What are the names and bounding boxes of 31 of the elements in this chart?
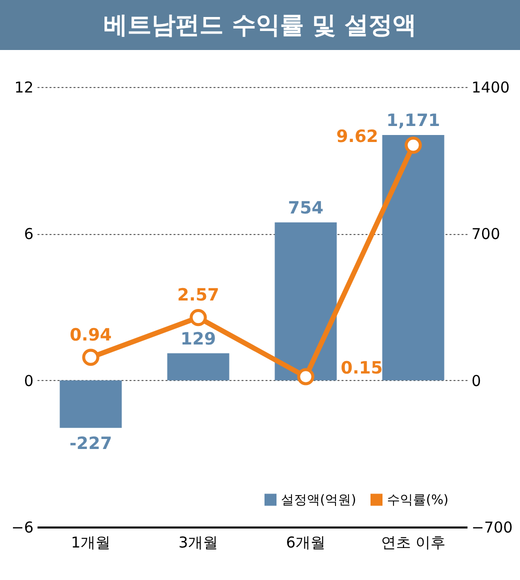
x-tick-label: 6개월	[286, 534, 326, 552]
bar	[274, 222, 337, 380]
point	[297, 368, 314, 386]
y2-tick-label: 700	[472, 225, 500, 244]
data-label: 129	[180, 329, 216, 350]
legend-label: 설정액(억원)	[281, 492, 356, 508]
point	[190, 308, 207, 326]
data-label: -227	[69, 434, 112, 454]
chart-title: 베트남펀드 수익률 및 설정액	[0, 0, 520, 50]
bar	[60, 380, 122, 428]
data-label: 0.94	[70, 325, 112, 346]
legend-label: 수익률(%)	[387, 492, 448, 508]
y-tick-label: 6	[24, 225, 34, 244]
data-label: 754	[288, 198, 324, 218]
point	[82, 348, 100, 366]
data-label: 9.62	[336, 127, 378, 148]
x-tick-label: 1개월	[70, 534, 111, 552]
data-label: 0.15	[340, 358, 383, 379]
x-tick-label: 연초 이후	[380, 534, 446, 552]
y-tick-label: 0	[24, 372, 34, 390]
data-label: 1,171	[386, 110, 440, 131]
y2-tick-label: 0	[472, 372, 482, 390]
bar	[167, 353, 230, 380]
y-tick-label: −6	[11, 518, 34, 536]
point	[404, 136, 422, 154]
data-label: 2.57	[177, 286, 220, 306]
y-tick-label: 12	[14, 78, 34, 96]
bar	[382, 134, 444, 380]
y2-tick-label: −700	[472, 518, 513, 536]
x-tick-label: 3개월	[178, 534, 218, 552]
y2-tick-label: 1400	[472, 78, 510, 96]
